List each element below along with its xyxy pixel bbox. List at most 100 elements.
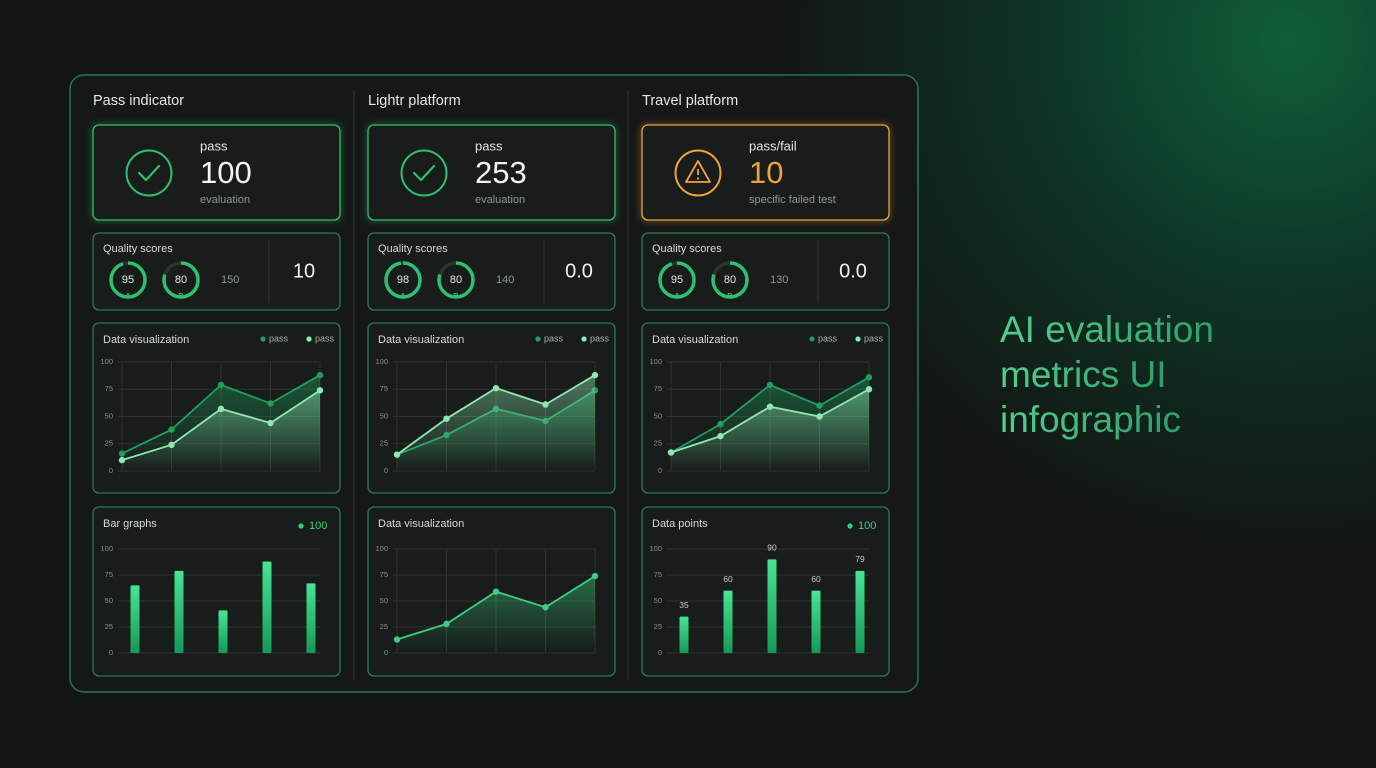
status-label: pass [475,138,503,153]
card [641,124,890,221]
y-tick-label: 25 [654,622,662,631]
point [542,401,549,408]
quality-title: Quality scores [103,243,173,255]
y-tick-label: 50 [105,411,113,420]
quality-count: 130 [770,274,788,286]
legend-label: 100 [309,520,327,532]
headline: infographic [1000,399,1181,440]
point [393,636,401,643]
gauge-arc [437,261,475,299]
legend-marker [535,336,541,342]
legend-marker [581,336,587,342]
y-tick-label: 25 [380,622,388,631]
quality-count: 150 [221,274,239,286]
point [168,441,175,449]
point [443,415,450,422]
gauge-arc [384,261,422,299]
y-tick-label: 100 [100,357,113,366]
legend-label: pass [590,333,610,343]
y-tick-label: 75 [380,384,388,393]
y-tick-label: 0 [658,648,662,657]
data-label: 79 [855,554,865,564]
gauge-value: 80 [450,274,462,286]
gauge-label: A [125,291,131,300]
y-tick-label: 100 [375,357,388,366]
y-tick-label: 50 [380,596,388,605]
y-tick-label: 25 [380,439,388,448]
chart-title: Data visualization [103,334,189,346]
quality-score: 0.0 [839,260,867,282]
gauge-value: 95 [122,274,134,286]
y-tick-label: 100 [100,544,113,553]
y-tick-label: 0 [384,466,388,475]
legend-marker [855,336,861,342]
chart-title: Bar graphs [103,518,157,530]
y-tick-label: 0 [109,648,113,657]
point [316,371,324,379]
status-label: pass/fail [749,138,797,153]
point [591,572,599,580]
status-icon [412,164,436,182]
gauge-label: A [400,291,406,300]
point [865,386,873,393]
legend-marker [809,336,815,342]
bar [262,561,272,653]
point [816,413,823,420]
gauge-label: B [727,291,733,300]
status-icon [685,160,711,183]
gauge-label: B [178,291,184,300]
status-icon [125,149,173,197]
bar [679,616,689,653]
legend-label: pass [315,333,335,343]
bar [723,590,733,653]
bar [218,610,228,653]
card [367,232,616,311]
data-label: 60 [811,574,821,584]
card [92,124,341,221]
card [92,232,341,311]
bar [130,585,140,653]
legend-label: pass [818,333,838,343]
status-icon [696,177,700,180]
status-value: 100 [200,155,252,190]
point [168,426,175,433]
status-icon [137,164,161,182]
point [217,405,225,413]
gauge-value: 80 [724,274,736,286]
gauge-value: 98 [397,274,409,286]
point [267,400,274,407]
y-tick-label: 75 [380,570,388,579]
column-title: Lightr platform [368,93,461,109]
area [397,576,595,653]
status-icon [400,149,448,197]
headline: AI evaluation [1000,309,1214,350]
y-tick-label: 25 [105,439,113,448]
chart-title: Data visualization [378,518,464,530]
area [397,375,595,471]
status-caption: evaluation [200,194,250,206]
point [492,384,500,392]
gauge-label: B [453,291,459,300]
gauge-arc [658,261,696,299]
y-tick-label: 75 [105,570,113,579]
gauge-label: A [674,291,680,300]
quality-title: Quality scores [652,243,722,255]
status-caption: specific failed test [749,194,836,206]
legend-marker [260,336,266,342]
gauge-arc [109,261,147,299]
y-tick-label: 25 [105,622,113,631]
data-label: 35 [679,600,689,610]
point [865,374,873,381]
point [267,419,274,427]
point [591,371,599,379]
point [118,450,126,457]
chart-title: Data points [652,518,708,530]
point [816,402,823,409]
bar [855,570,865,653]
point [542,604,549,611]
legend-label: pass [864,333,884,343]
point [717,420,724,428]
gauge-arc [162,261,200,299]
legend-label: pass [269,333,289,343]
